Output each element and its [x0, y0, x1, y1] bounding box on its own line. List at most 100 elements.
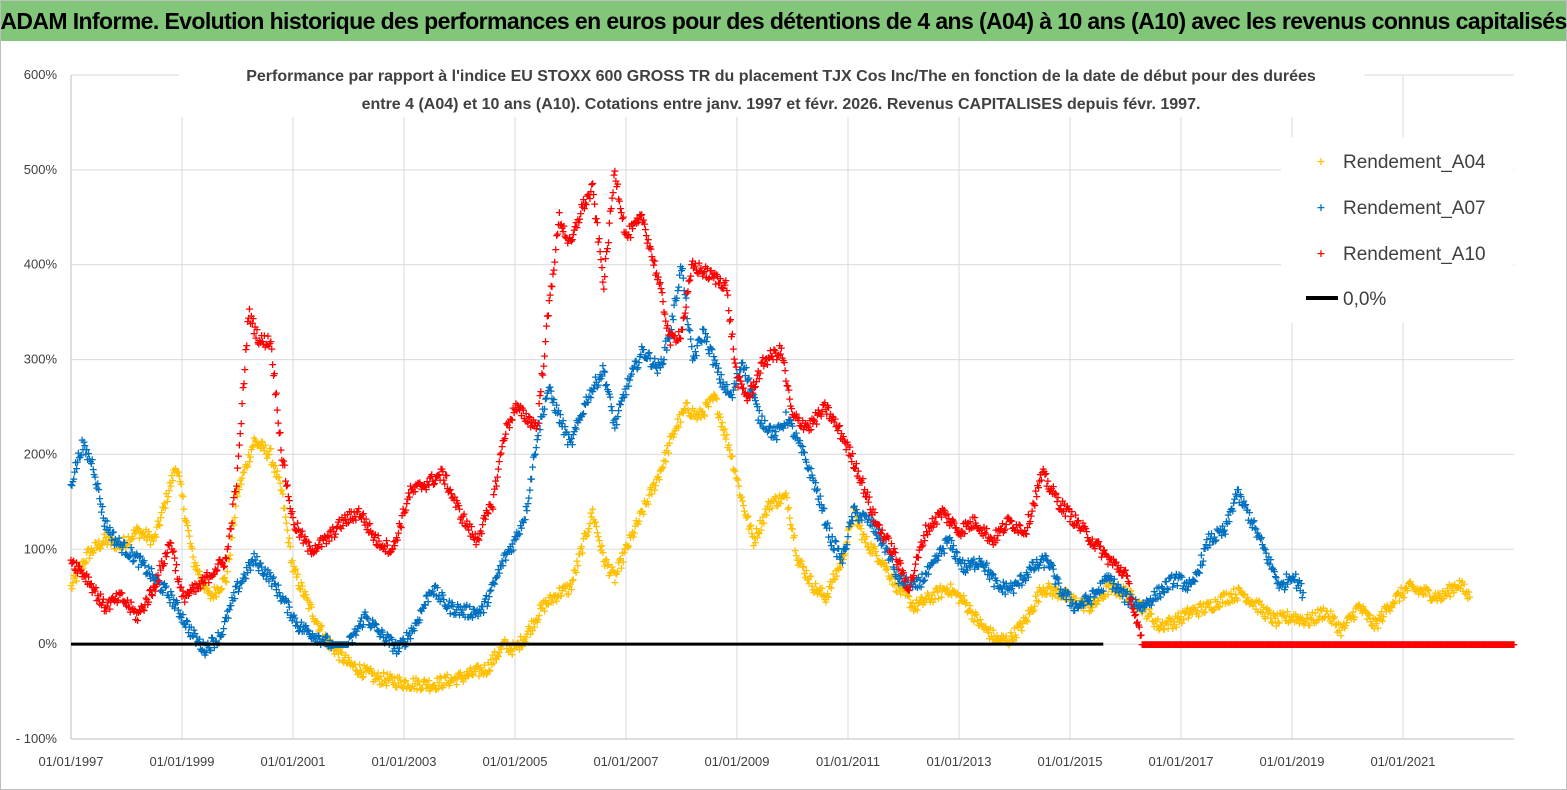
data-point: +	[529, 615, 538, 628]
data-point: +	[577, 410, 586, 423]
data-point: +	[1061, 592, 1070, 605]
data-point: +	[225, 549, 234, 562]
data-point: +	[241, 572, 250, 585]
data-point: +	[864, 541, 873, 554]
data-point: +	[397, 521, 406, 534]
data-point: +	[301, 619, 310, 632]
data-point: +	[373, 624, 382, 637]
data-point: +	[280, 502, 289, 515]
data-point: +	[159, 578, 168, 591]
data-point: +	[668, 427, 677, 440]
data-point: +	[550, 404, 559, 417]
data-point: +	[605, 388, 614, 401]
data-point: +	[81, 556, 90, 569]
data-point: +	[662, 444, 671, 457]
data-point: +	[1139, 597, 1148, 610]
data-point: +	[561, 579, 570, 592]
data-point: +	[1349, 613, 1358, 626]
data-point: +	[184, 626, 193, 639]
data-point: +	[565, 433, 574, 446]
data-point: +	[67, 582, 76, 595]
data-point: +	[828, 575, 837, 588]
data-point: +	[1186, 606, 1195, 619]
data-point: +	[449, 608, 458, 621]
data-point: +	[578, 408, 587, 421]
data-point: +	[204, 584, 213, 597]
data-point: +	[1092, 598, 1101, 611]
data-point: +	[1387, 601, 1396, 614]
data-point: +	[534, 609, 543, 622]
data-point: +	[250, 553, 259, 566]
data-point: +	[404, 629, 413, 642]
data-point: +	[163, 495, 172, 508]
data-point: +	[642, 497, 651, 510]
data-point: +	[161, 501, 170, 514]
data-point: +	[823, 587, 832, 600]
data-point: +	[1220, 587, 1229, 600]
data-point: +	[1190, 601, 1199, 614]
data-point: +	[544, 598, 553, 611]
data-point: +	[1434, 586, 1443, 599]
data-point: +	[1385, 605, 1394, 618]
data-point: +	[1420, 581, 1429, 594]
data-point: +	[189, 560, 198, 573]
data-point: +	[424, 586, 433, 599]
data-point: +	[1268, 617, 1277, 630]
data-point: +	[1309, 614, 1318, 627]
data-point: +	[1242, 594, 1251, 607]
data-point: +	[123, 538, 132, 551]
data-point: +	[386, 631, 395, 644]
data-point: +	[258, 567, 267, 580]
data-point: +	[1216, 590, 1225, 603]
data-point: +	[455, 608, 464, 621]
data-point: +	[1150, 614, 1159, 627]
data-point: +	[592, 375, 601, 388]
data-point: +	[509, 636, 518, 649]
data-point: +	[308, 609, 317, 622]
data-point: +	[88, 546, 97, 559]
y-tick-label: 500%	[24, 162, 58, 177]
data-point: +	[398, 680, 407, 693]
data-point: +	[361, 665, 370, 678]
data-point: +	[410, 624, 419, 637]
data-point: +	[222, 611, 231, 624]
data-point: +	[1278, 606, 1287, 619]
data-point: +	[252, 439, 261, 452]
data-point: +	[1155, 622, 1164, 635]
x-tick-label: 01/01/2007	[593, 754, 658, 769]
data-point: +	[510, 530, 519, 543]
data-point: +	[1108, 577, 1117, 590]
data-point: +	[722, 428, 731, 441]
data-point: +	[522, 627, 531, 640]
data-point: +	[368, 614, 377, 627]
data-point: +	[1292, 613, 1301, 626]
data-point: +	[135, 551, 144, 564]
data-point: +	[621, 538, 630, 551]
data-point: +	[611, 412, 620, 425]
data-point: +	[464, 669, 473, 682]
data-point: +	[1123, 594, 1132, 607]
data-point: +	[84, 447, 93, 460]
data-point: +	[388, 645, 397, 658]
data-point: +	[1090, 596, 1099, 609]
data-point: +	[911, 603, 920, 616]
data-point: +	[240, 363, 249, 376]
data-point: +	[1421, 588, 1430, 601]
data-point: +	[560, 420, 569, 433]
data-point: +	[297, 576, 306, 589]
data-point: +	[1062, 584, 1071, 597]
data-point: +	[768, 494, 777, 507]
data-point: +	[881, 564, 890, 577]
data-point: +	[1428, 592, 1437, 605]
data-point: +	[559, 428, 568, 441]
data-point: +	[413, 674, 422, 687]
data-point: +	[83, 543, 92, 556]
data-point: +	[1183, 602, 1192, 615]
data-point: +	[693, 413, 702, 426]
data-point: +	[1226, 587, 1235, 600]
data-point: +	[770, 490, 779, 503]
data-point: +	[905, 601, 914, 614]
data-point: +	[595, 373, 604, 386]
data-point: +	[610, 421, 619, 434]
data-point: +	[203, 586, 212, 599]
